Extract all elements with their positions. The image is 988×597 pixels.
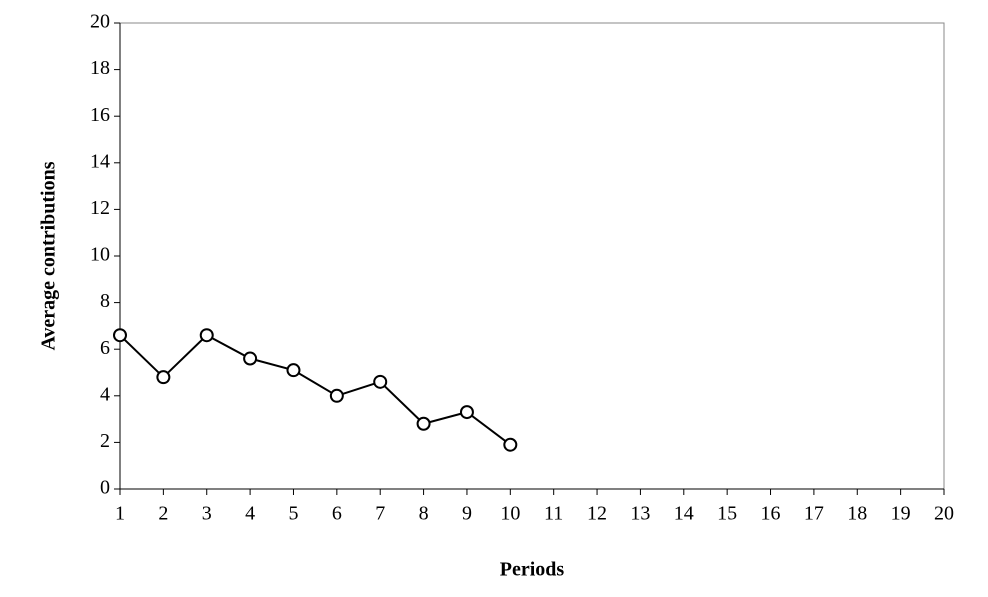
data-point [243,351,258,366]
y-tick-label: 16 [90,104,110,126]
x-tick-label: 11 [544,503,563,525]
x-tick-label: 15 [717,503,737,525]
x-tick-label: 4 [245,503,255,525]
data-point [459,405,474,420]
y-tick-label: 0 [100,477,110,499]
x-axis-label: Periods [500,559,565,581]
y-tick-label: 2 [100,430,110,452]
x-tick-label: 10 [500,503,520,525]
y-tick-label: 10 [90,244,110,266]
data-point [416,416,431,431]
x-tick-label: 9 [462,503,472,525]
x-tick-label: 17 [804,503,824,525]
x-tick-label: 5 [288,503,298,525]
x-tick-label: 12 [587,503,607,525]
x-tick-label: 18 [847,503,867,525]
x-tick-label: 6 [332,503,342,525]
y-tick-label: 12 [90,197,110,219]
y-tick-label: 14 [90,150,110,172]
data-point [329,388,344,403]
x-tick-label: 14 [674,503,694,525]
y-tick-label: 18 [90,57,110,79]
x-tick-label: 2 [158,503,168,525]
data-point [156,370,171,385]
plot-frame [119,22,945,490]
x-tick-label: 1 [115,503,125,525]
y-tick-label: 6 [100,337,110,359]
x-tick-label: 16 [761,503,781,525]
series-line [119,333,511,446]
data-point [503,437,518,452]
y-axis-label: Average contributions [38,161,60,350]
data-point [373,374,388,389]
y-tick-label: 20 [90,11,110,33]
y-tick-label: 4 [100,383,110,405]
x-tick-label: 20 [934,503,954,525]
data-point [113,328,127,343]
x-tick-label: 3 [202,503,212,525]
x-tick-label: 13 [630,503,650,525]
data-point [286,363,301,378]
data-point [199,328,214,343]
x-tick-label: 7 [375,503,385,525]
x-tick-label: 8 [419,503,429,525]
y-tick-label: 8 [100,290,110,312]
x-tick-label: 19 [891,503,911,525]
